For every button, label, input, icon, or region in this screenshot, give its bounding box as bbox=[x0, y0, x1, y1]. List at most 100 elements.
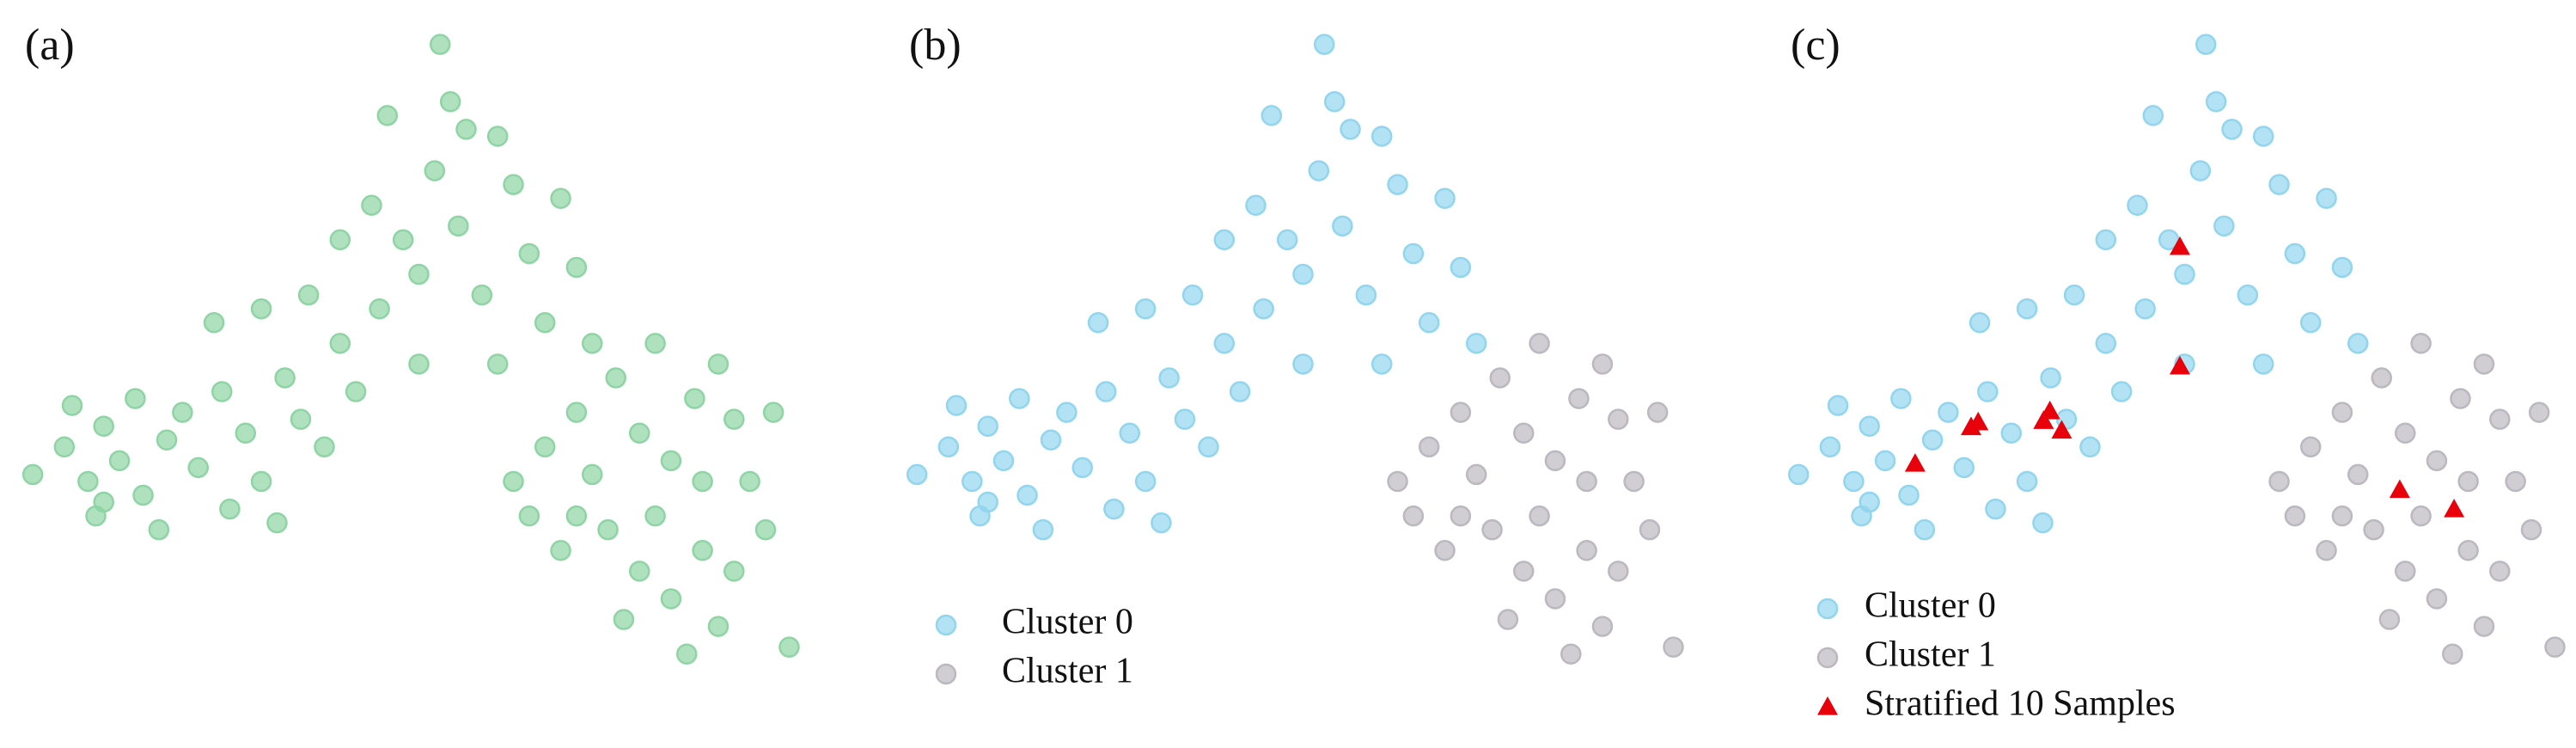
point bbox=[1568, 388, 1590, 409]
point bbox=[148, 518, 170, 541]
point bbox=[108, 450, 131, 472]
point bbox=[2252, 353, 2274, 375]
point bbox=[1009, 388, 1030, 409]
point bbox=[235, 422, 257, 444]
point bbox=[297, 284, 320, 306]
point bbox=[1608, 408, 1629, 430]
point bbox=[448, 215, 469, 237]
point bbox=[2426, 450, 2448, 472]
point bbox=[2331, 256, 2353, 279]
point bbox=[392, 229, 414, 251]
point bbox=[2079, 436, 2101, 458]
point bbox=[1103, 498, 1125, 520]
point bbox=[1843, 470, 1865, 493]
panel-label: (b) bbox=[909, 21, 961, 70]
point bbox=[1151, 512, 1172, 534]
point bbox=[1591, 353, 1614, 375]
point bbox=[1340, 119, 1361, 140]
point bbox=[2110, 381, 2133, 402]
point bbox=[1513, 422, 1535, 444]
point bbox=[1513, 561, 1535, 582]
point bbox=[2095, 333, 2117, 354]
point bbox=[1174, 408, 1196, 430]
point bbox=[1402, 505, 1425, 527]
point bbox=[1898, 484, 1920, 506]
legend-marker bbox=[935, 663, 957, 685]
point bbox=[2284, 505, 2306, 527]
point bbox=[1387, 470, 1408, 493]
point bbox=[21, 463, 44, 486]
point bbox=[471, 284, 493, 306]
point bbox=[2268, 174, 2290, 195]
point bbox=[692, 470, 713, 493]
point bbox=[53, 436, 76, 458]
point bbox=[1332, 215, 1353, 237]
point bbox=[125, 388, 146, 409]
point bbox=[2457, 540, 2479, 561]
point bbox=[992, 450, 1015, 472]
point bbox=[1953, 457, 1975, 479]
point bbox=[1096, 381, 1117, 402]
point bbox=[1213, 333, 1236, 354]
point bbox=[2544, 636, 2566, 658]
point bbox=[2347, 463, 2369, 486]
point bbox=[345, 381, 367, 402]
sample-marker bbox=[2444, 499, 2465, 518]
point bbox=[250, 297, 272, 320]
point bbox=[376, 105, 399, 126]
point bbox=[2134, 297, 2156, 320]
point bbox=[1213, 229, 1236, 251]
point bbox=[534, 312, 556, 334]
point bbox=[660, 450, 682, 472]
point bbox=[754, 518, 777, 541]
point bbox=[1977, 381, 1999, 402]
legend-label: Cluster 1 bbox=[1002, 652, 1133, 691]
point bbox=[1292, 353, 1314, 375]
point bbox=[707, 353, 729, 375]
point bbox=[534, 436, 556, 458]
point bbox=[581, 333, 603, 354]
point bbox=[2252, 126, 2274, 147]
point bbox=[1198, 436, 1219, 458]
point bbox=[1308, 160, 1330, 181]
point bbox=[565, 505, 588, 527]
point bbox=[723, 561, 745, 582]
point bbox=[2142, 105, 2164, 126]
point bbox=[329, 229, 351, 251]
point bbox=[1576, 540, 1597, 561]
point bbox=[2174, 263, 2195, 285]
point bbox=[1370, 126, 1393, 147]
point bbox=[1261, 105, 1283, 126]
point bbox=[61, 395, 83, 416]
point bbox=[1119, 422, 1141, 444]
point bbox=[1134, 297, 1157, 320]
point bbox=[2442, 643, 2463, 665]
point bbox=[132, 484, 154, 506]
point bbox=[408, 263, 430, 285]
sample-marker bbox=[2389, 479, 2410, 499]
point bbox=[1481, 518, 1503, 541]
point bbox=[1032, 518, 1054, 541]
point bbox=[2127, 194, 2148, 216]
point bbox=[660, 588, 682, 610]
point bbox=[503, 174, 524, 195]
legend-label: Cluster 0 bbox=[1865, 586, 1996, 626]
point bbox=[581, 463, 603, 486]
point bbox=[1874, 450, 1896, 472]
point bbox=[1370, 353, 1393, 375]
point bbox=[1608, 561, 1629, 582]
point bbox=[361, 194, 382, 216]
point bbox=[2520, 518, 2542, 541]
sample-marker bbox=[1904, 453, 1926, 472]
point bbox=[597, 518, 619, 541]
point bbox=[2063, 284, 2085, 306]
point bbox=[1387, 174, 1408, 195]
point bbox=[1434, 540, 1456, 561]
point bbox=[1056, 402, 1077, 423]
point bbox=[1544, 588, 1566, 610]
point bbox=[439, 91, 461, 113]
point bbox=[739, 470, 760, 493]
point bbox=[2395, 561, 2416, 582]
point bbox=[1450, 505, 1472, 527]
